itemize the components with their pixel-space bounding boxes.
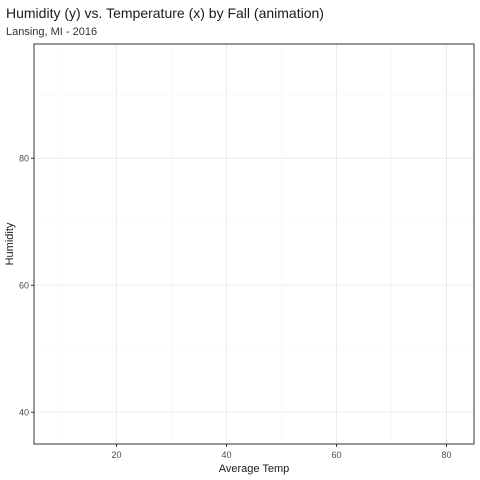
chart-title: Humidity (y) vs. Temperature (x) by Fall… <box>6 5 324 21</box>
x-axis: 20 40 60 80 <box>111 444 452 460</box>
y-tick-label: 60 <box>19 280 29 290</box>
x-tick-label: 20 <box>111 450 121 460</box>
x-axis-title: Average Temp <box>219 463 290 475</box>
chart-subtitle: Lansing, MI - 2016 <box>6 26 97 38</box>
plot-panel-border <box>33 43 475 445</box>
y-axis: 40 60 80 <box>19 153 34 417</box>
y-axis-title: Humidity <box>4 222 16 265</box>
y-tick-label: 80 <box>19 153 29 163</box>
plot-panel <box>34 44 474 444</box>
grid-minor <box>34 44 474 444</box>
y-tick-label: 40 <box>19 407 29 417</box>
x-tick-label: 60 <box>331 450 341 460</box>
grid-major <box>34 44 474 444</box>
x-tick-label: 40 <box>221 450 231 460</box>
x-tick-label: 80 <box>441 450 451 460</box>
